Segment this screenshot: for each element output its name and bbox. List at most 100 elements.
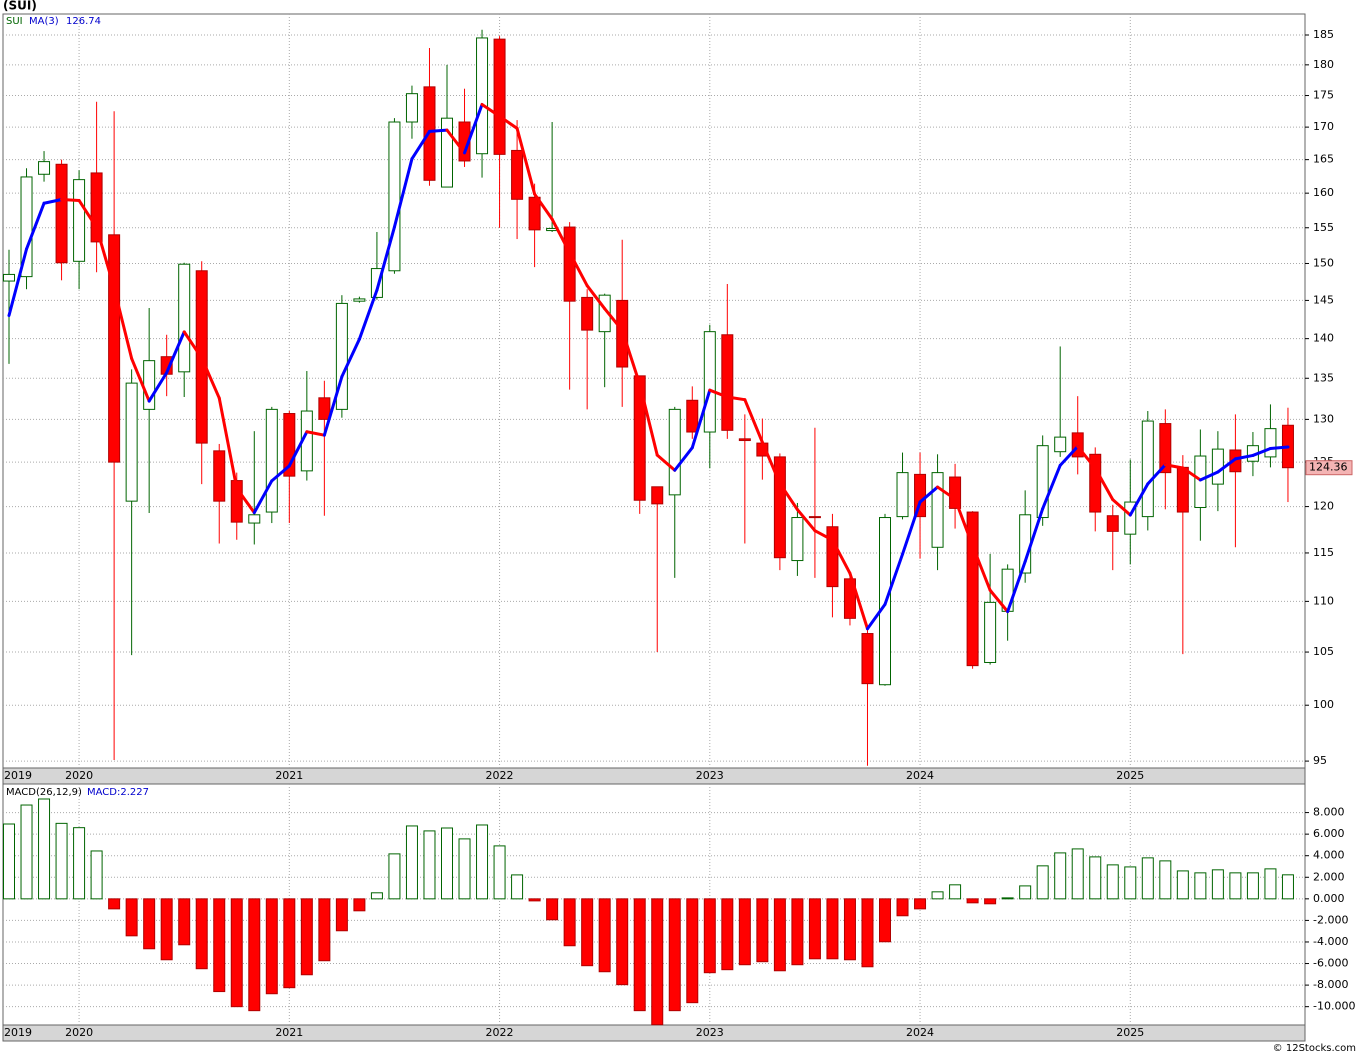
y-tick-label: 185: [1313, 28, 1334, 41]
candle-body: [984, 601, 997, 663]
macd-bar: [686, 898, 699, 1004]
candle-body: [476, 37, 489, 155]
x-tick-label: 2023: [696, 769, 724, 782]
ma-segment: [673, 446, 694, 472]
macd-bar: [808, 898, 821, 960]
ma-segment: [200, 356, 221, 400]
ma-segment: [953, 497, 975, 548]
ma-segment: [1251, 447, 1272, 457]
candle-body: [966, 511, 979, 667]
macd-bar: [1194, 872, 1207, 900]
macd-bar: [1124, 866, 1137, 900]
candle-body: [248, 514, 261, 524]
macd-bar: [826, 898, 839, 960]
macd-bar: [581, 898, 594, 967]
chart-title: (SUI): [3, 0, 37, 13]
macd-bar: [143, 898, 156, 950]
ma-segment: [708, 388, 729, 399]
x-tick-label: 2025: [1116, 1026, 1144, 1039]
legend-symbol: SUI: [6, 16, 23, 27]
macd-bar: [1211, 869, 1224, 900]
candle-body: [1054, 436, 1067, 453]
macd-bar: [178, 898, 191, 946]
ma-segment: [252, 479, 274, 515]
macd-bar: [546, 898, 559, 921]
macd-bar: [248, 898, 261, 1012]
y-tick-label: 4.000: [1313, 849, 1345, 862]
y-tick-label: 115: [1313, 546, 1334, 559]
candle-body: [668, 408, 681, 496]
legend-ma: MA(3): [29, 16, 59, 27]
ma-segment: [830, 538, 852, 575]
macd-bar: [1176, 870, 1189, 900]
ma-segment: [182, 330, 204, 360]
y-tick-label: 6.000: [1313, 827, 1345, 840]
candle-body: [1176, 466, 1189, 513]
y-tick-label: 180: [1313, 58, 1334, 71]
macd-bar: [318, 898, 331, 962]
ma-segment: [1268, 445, 1290, 451]
ma-segment: [1198, 470, 1220, 482]
ma-segment: [533, 192, 554, 221]
macd-bar: [598, 898, 611, 973]
candle-body: [73, 179, 86, 262]
x-tick-label: 2021: [275, 769, 303, 782]
y-tick-label: 170: [1313, 120, 1334, 133]
x-tick-label: 2021: [275, 1026, 303, 1039]
macd-bar: [493, 845, 506, 900]
y-tick-label: 95: [1313, 754, 1327, 767]
macd-bar: [511, 874, 524, 900]
x-tick-label: 2023: [696, 1026, 724, 1039]
macd-bar: [1036, 865, 1049, 900]
candle-body: [703, 331, 716, 433]
macd-bar: [195, 898, 208, 970]
ma-segment: [427, 128, 449, 133]
ma-segment: [60, 198, 81, 202]
candle-body: [861, 633, 874, 685]
x-tick-label: 2022: [486, 769, 514, 782]
candle-body: [441, 117, 453, 188]
macd-bar: [38, 798, 51, 900]
macd-bar: [353, 898, 366, 912]
macd-bar: [335, 898, 348, 932]
macd-bar: [265, 898, 278, 995]
candle-body: [213, 450, 226, 502]
ma-segment: [603, 307, 624, 332]
macd-bar: [861, 898, 874, 968]
candle-body: [388, 121, 401, 272]
candle-body: [1141, 420, 1154, 518]
y-tick-label: -2.000: [1313, 913, 1348, 926]
ma-segment: [463, 102, 484, 155]
candle-body: [1264, 428, 1277, 458]
ma-segment: [883, 552, 905, 606]
y-tick-label: 135: [1313, 371, 1334, 384]
ma-segment: [410, 129, 431, 161]
macd-bar: [1264, 868, 1277, 900]
macd-bar: [1001, 897, 1014, 900]
ma-segment: [848, 571, 869, 631]
macd-bar: [283, 898, 296, 989]
ma-segment: [25, 201, 46, 251]
candle-body: [633, 375, 646, 501]
macd-bar: [791, 898, 804, 966]
ma-segment: [217, 396, 239, 490]
candle-body: [528, 196, 541, 231]
macd-bar: [914, 898, 927, 910]
candle-body: [1089, 453, 1102, 513]
candle-body: [686, 399, 699, 433]
macd-bar: [984, 898, 997, 905]
macd-bar: [528, 898, 541, 902]
x-tick-label: 2025: [1116, 769, 1144, 782]
y-tick-label: 165: [1313, 153, 1334, 166]
x-tick-label: 2024: [906, 769, 934, 782]
macd-legend-value: MACD:2.227: [87, 787, 149, 798]
candle-body: [265, 408, 278, 513]
macd-bar: [370, 892, 383, 900]
ma-segment: [445, 128, 467, 155]
ma-segment: [760, 440, 782, 485]
ma-segment: [1093, 466, 1115, 502]
candle-body: [335, 302, 348, 410]
price-panel: [2, 13, 1306, 769]
ma-segment: [865, 602, 887, 631]
macd-bar: [668, 898, 681, 1012]
